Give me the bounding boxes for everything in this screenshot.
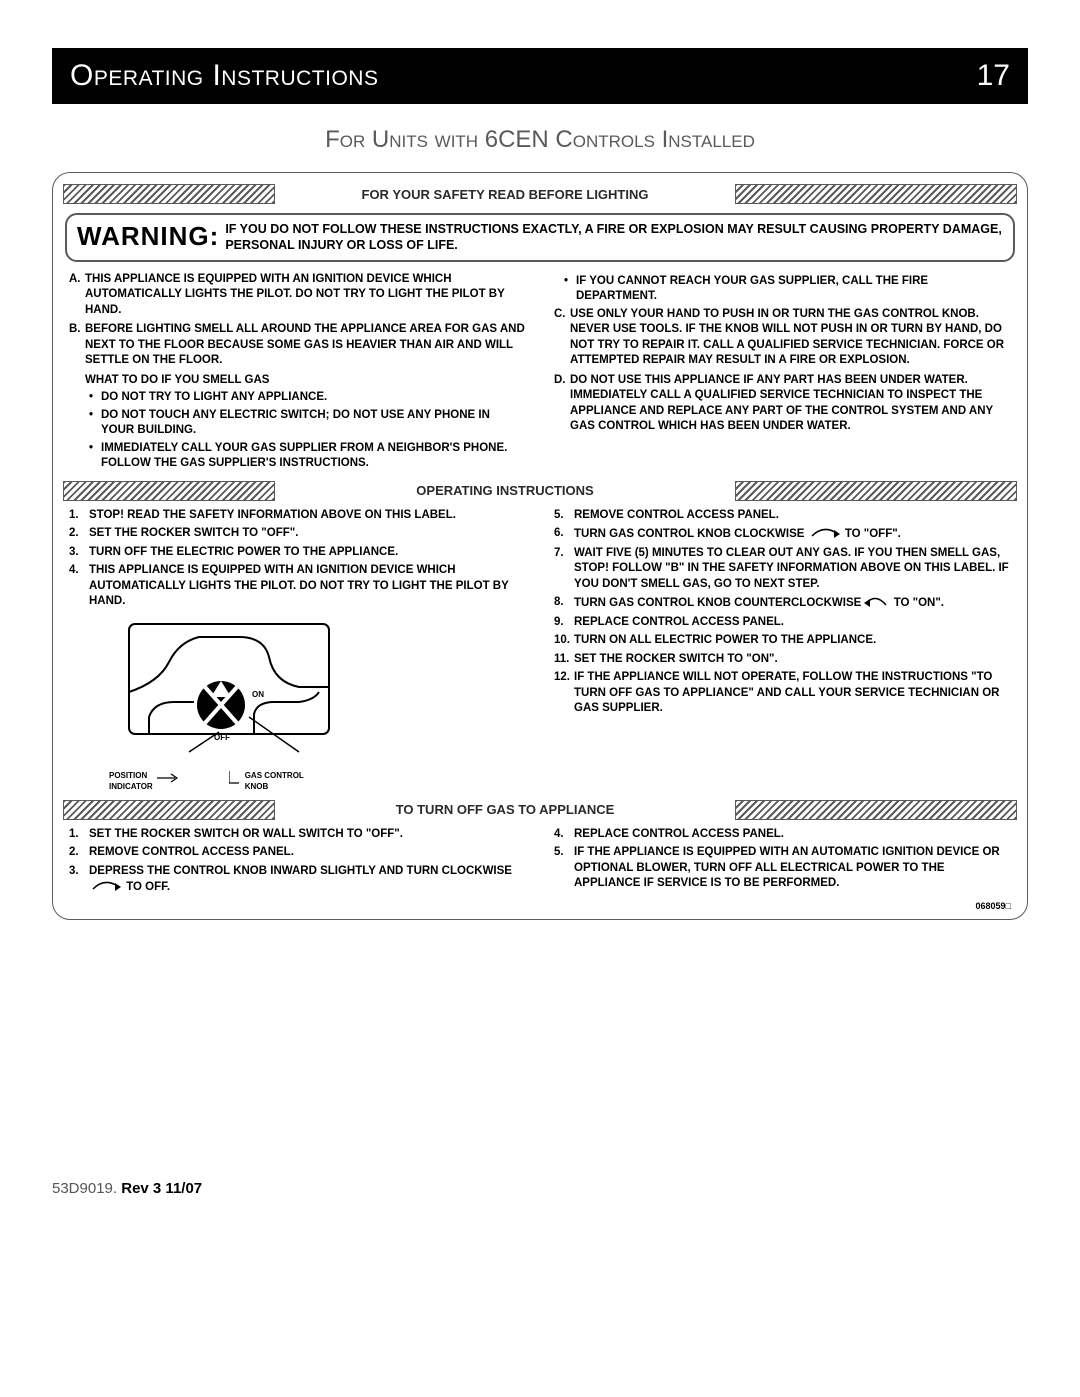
safety-left-column: A.THIS APPLIANCE IS EQUIPPED WITH AN IGN… — [69, 272, 526, 474]
operating-left-column: 1.STOP! READ THE SAFETY INFORMATION ABOV… — [69, 508, 526, 793]
shutoff-left-column: 1.SET THE ROCKER SWITCH OR WALL SWITCH T… — [69, 827, 526, 899]
gas-control-knob-diagram: ON OFF — [89, 622, 526, 768]
operating-step: 2.SET THE ROCKER SWITCH TO "OFF". — [69, 526, 526, 542]
operating-step: 4.THIS APPLIANCE IS EQUIPPED WITH AN IGN… — [69, 563, 526, 610]
page: Operating Instructions 17 For Units with… — [0, 0, 1080, 1397]
operating-banner-title: OPERATING INSTRUCTIONS — [275, 483, 735, 498]
operating-step: 5.REMOVE CONTROL ACCESS PANEL. — [554, 508, 1011, 524]
page-footer: 53D9019. Rev 3 11/07 — [52, 1180, 202, 1197]
diagram-caption-position: POSITION INDICATOR — [109, 771, 179, 793]
warning-label: WARNING: — [77, 221, 219, 252]
warning-box: WARNING: IF YOU DO NOT FOLLOW THESE INST… — [65, 213, 1015, 262]
safety-banner: FOR YOUR SAFETY READ BEFORE LIGHTING — [63, 183, 1017, 205]
operating-step: 1.STOP! READ THE SAFETY INFORMATION ABOV… — [69, 508, 526, 524]
operating-step: 9.REPLACE CONTROL ACCESS PANEL. — [554, 615, 1011, 631]
svg-text:ON: ON — [252, 690, 264, 699]
shutoff-step: 4.REPLACE CONTROL ACCESS PANEL. — [554, 827, 1011, 843]
operating-right-column: 5.REMOVE CONTROL ACCESS PANEL. 6. TURN G… — [554, 508, 1011, 793]
smell-gas-heading: WHAT TO DO IF YOU SMELL GAS — [69, 373, 526, 389]
diagram-caption-knob: GAS CONTROL KNOB — [229, 771, 304, 793]
footer-revision: Rev 3 11/07 — [121, 1180, 202, 1197]
operating-step: 11.SET THE ROCKER SWITCH TO "ON". — [554, 652, 1011, 668]
safety-item-d: D.DO NOT USE THIS APPLIANCE IF ANY PART … — [554, 373, 1011, 435]
shutoff-step: 2.REMOVE CONTROL ACCESS PANEL. — [69, 845, 526, 861]
operating-step: 8. TURN GAS CONTROL KNOB COUNTERCLOCKWIS… — [554, 595, 1011, 612]
clockwise-arrow-icon — [89, 879, 123, 894]
operating-step: 7.WAIT FIVE (5) MINUTES TO CLEAR OUT ANY… — [554, 546, 1011, 593]
operating-step: 3.TURN OFF THE ELECTRIC POWER TO THE APP… — [69, 545, 526, 561]
shutoff-banner-title: TO TURN OFF GAS TO APPLIANCE — [275, 802, 735, 817]
shutoff-step: 3. DEPRESS THE CONTROL KNOB INWARD SLIGH… — [69, 864, 526, 896]
page-title: Operating Instructions — [70, 59, 378, 93]
smell-bullet: IF YOU CANNOT REACH YOUR GAS SUPPLIER, C… — [564, 274, 1011, 305]
hatch-decoration — [63, 184, 275, 204]
page-header: Operating Instructions 17 — [52, 48, 1028, 104]
safety-columns: A.THIS APPLIANCE IS EQUIPPED WITH AN IGN… — [69, 272, 1011, 474]
instruction-label-panel: FOR YOUR SAFETY READ BEFORE LIGHTING WAR… — [52, 172, 1028, 920]
hatch-decoration — [63, 800, 275, 820]
page-subtitle: For Units with 6CEN Controls Installed — [52, 126, 1028, 154]
operating-step: 12.IF THE APPLIANCE WILL NOT OPERATE, FO… — [554, 670, 1011, 717]
shutoff-step: 5.IF THE APPLIANCE IS EQUIPPED WITH AN A… — [554, 845, 1011, 892]
shutoff-banner: TO TURN OFF GAS TO APPLIANCE — [63, 799, 1017, 821]
smell-bullet: DO NOT TRY TO LIGHT ANY APPLIANCE. — [89, 390, 526, 406]
shutoff-columns: 1.SET THE ROCKER SWITCH OR WALL SWITCH T… — [69, 827, 1011, 899]
part-id: 068059□ — [976, 901, 1011, 911]
shutoff-right-column: 4.REPLACE CONTROL ACCESS PANEL. 5.IF THE… — [554, 827, 1011, 899]
operating-step: 6. TURN GAS CONTROL KNOB CLOCKWISE TO "O… — [554, 526, 1011, 543]
page-number: 17 — [977, 59, 1010, 93]
hatch-decoration — [735, 800, 1017, 820]
shutoff-step: 1.SET THE ROCKER SWITCH OR WALL SWITCH T… — [69, 827, 526, 843]
hatch-decoration — [63, 481, 275, 501]
smell-bullet: IMMEDIATELY CALL YOUR GAS SUPPLIER FROM … — [89, 441, 526, 472]
operating-step: 10.TURN ON ALL ELECTRIC POWER TO THE APP… — [554, 633, 1011, 649]
counterclockwise-arrow-icon — [864, 595, 890, 610]
smell-bullet: DO NOT TOUCH ANY ELECTRIC SWITCH; DO NOT… — [89, 408, 526, 439]
operating-columns: 1.STOP! READ THE SAFETY INFORMATION ABOV… — [69, 508, 1011, 793]
safety-right-column: IF YOU CANNOT REACH YOUR GAS SUPPLIER, C… — [554, 272, 1011, 474]
clockwise-arrow-icon — [808, 526, 842, 541]
safety-item-c: C.USE ONLY YOUR HAND TO PUSH IN OR TURN … — [554, 307, 1011, 369]
safety-banner-title: FOR YOUR SAFETY READ BEFORE LIGHTING — [275, 187, 735, 202]
hatch-decoration — [735, 184, 1017, 204]
safety-item-b: B.BEFORE LIGHTING SMELL ALL AROUND THE A… — [69, 322, 526, 369]
diagram-captions: POSITION INDICATOR GAS CONTROL KNOB — [109, 771, 526, 793]
footer-docnum: 53D9019. — [52, 1180, 117, 1197]
warning-text: IF YOU DO NOT FOLLOW THESE INSTRUCTIONS … — [225, 221, 1003, 254]
safety-item-a: A.THIS APPLIANCE IS EQUIPPED WITH AN IGN… — [69, 272, 526, 319]
operating-banner: OPERATING INSTRUCTIONS — [63, 480, 1017, 502]
hatch-decoration — [735, 481, 1017, 501]
